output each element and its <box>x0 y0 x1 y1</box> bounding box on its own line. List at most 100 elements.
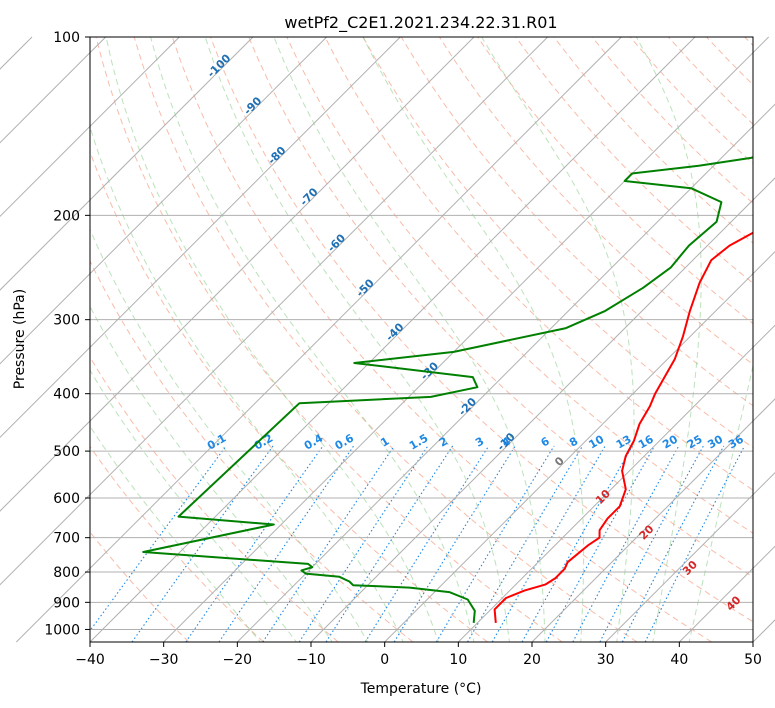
mixing-ratio-label: 8 <box>567 435 580 450</box>
mixing-ratio-line <box>325 445 454 642</box>
x-tick-label: −10 <box>296 652 326 668</box>
dry-adiabat-line <box>591 37 753 204</box>
dry-adiabat-line <box>515 37 753 284</box>
series-layer <box>142 156 753 623</box>
mixing-ratio-label: 3 <box>473 435 486 450</box>
isotherm-label: -50 <box>354 276 377 299</box>
y-tick-label: 500 <box>53 444 80 460</box>
dry-adiabat-line <box>90 259 414 642</box>
x-tick-label: 20 <box>523 652 541 668</box>
isotherm-line <box>0 36 549 586</box>
mixing-ratio-label: 1.5 <box>407 432 430 453</box>
background-labels: -100-90-80-70-60-50-40-30-20-100.1 0.2 0.4… <box>205 51 746 613</box>
mixing-ratio-line <box>467 445 584 642</box>
mixing-ratio-line <box>298 445 429 642</box>
moist-adiabat-line <box>688 363 753 642</box>
mixing-ratio-label: 6 <box>539 434 552 449</box>
y-tick-label: 300 <box>53 313 80 329</box>
x-tick-label: −20 <box>223 652 253 668</box>
isotherm-line <box>236 103 775 643</box>
moist-adiabat-line <box>90 228 369 642</box>
isotherm-line <box>384 250 775 643</box>
isotherm-line <box>310 177 775 643</box>
mixing-ratio-line <box>545 445 656 642</box>
x-tick-label: 30 <box>597 652 615 668</box>
y-tick-label: 700 <box>53 531 80 547</box>
y-axis: 100 200 300 400 500 600 700 800 900 1000 <box>44 30 90 638</box>
dry-adiabat-line <box>90 531 190 642</box>
dry-adiabat-line <box>286 37 753 534</box>
dry-adiabat-line <box>90 356 339 642</box>
y-tick-label: 900 <box>53 595 80 611</box>
x-tick-label: 50 <box>744 652 762 668</box>
y-tick-label: 600 <box>53 491 80 507</box>
mixing-ratio-line <box>621 445 725 642</box>
isotherm-line <box>0 36 475 512</box>
y-tick-label: 800 <box>53 565 80 581</box>
mixing-ratio-label: 10 <box>587 432 607 451</box>
isotherm-line <box>0 36 107 144</box>
moist-adiabat-label: 30 <box>680 558 700 578</box>
isotherm-label: -100 <box>205 51 234 80</box>
dry-adiabat-line <box>90 150 488 642</box>
x-axis: −40 −30 −20 −10 0 10 20 30 40 50 <box>75 642 762 668</box>
moist-adiabat-label: 20 <box>637 522 657 542</box>
isotherm-line <box>0 36 328 365</box>
mixing-ratio-line <box>644 445 746 642</box>
x-tick-label: 0 <box>380 652 389 668</box>
x-axis-label: Temperature (°C) <box>360 681 482 697</box>
mixing-ratio-label: 20 <box>660 432 680 451</box>
isotherm-label: -80 <box>265 144 288 167</box>
isotherm-line <box>0 36 401 439</box>
y-tick-label: 100 <box>53 30 80 46</box>
x-tick-label: −40 <box>75 652 105 668</box>
temperature-profile-line <box>493 231 753 623</box>
x-tick-label: 40 <box>670 652 688 668</box>
mixing-ratio-label: 0.6 <box>333 431 357 452</box>
dry-adiabat-line <box>668 37 753 125</box>
isotherm-label: -70 <box>297 185 320 208</box>
mixing-ratio-line <box>393 445 516 642</box>
mixing-ratio-line <box>364 445 490 642</box>
dry-adiabat-line <box>171 37 712 642</box>
mixing-ratio-line <box>185 445 324 642</box>
isotherm-label: -90 <box>241 94 264 117</box>
mixing-ratio-line <box>262 445 395 642</box>
mixing-ratio-line <box>599 445 704 642</box>
mixing-ratio-label: 0.4 <box>302 431 326 452</box>
background-lines <box>90 37 753 642</box>
dewpoint-profile-line <box>142 156 753 623</box>
dry-adiabat-line <box>706 37 753 86</box>
isotherm-line <box>531 398 775 643</box>
isotherm-label: -60 <box>325 231 348 254</box>
dry-adiabat-line <box>133 37 638 642</box>
mixing-ratio-label: 2 <box>437 435 450 450</box>
plot-frame <box>89 36 754 643</box>
dry-adiabat-line <box>553 37 753 244</box>
isotherm-line <box>752 619 775 643</box>
mixing-ratio-label: 1 <box>378 435 391 450</box>
isotherm-line <box>0 36 254 291</box>
mixing-ratio-line <box>521 445 633 642</box>
chart-title: wetPf2_C2E1.2021.234.22.31.R01 <box>284 13 557 33</box>
mixing-ratio-line <box>218 445 355 642</box>
mixing-ratio-label: 30 <box>705 432 725 451</box>
isotherm-line <box>15 36 622 643</box>
moist-adiabat-line <box>90 125 404 642</box>
dry-adiabat-line <box>210 37 753 623</box>
moist-adiabat-line <box>150 37 475 642</box>
mixing-ratio-line <box>90 445 227 632</box>
isotherm-line <box>457 324 775 643</box>
isotherm-line <box>0 36 180 218</box>
y-tick-label: 400 <box>53 387 80 403</box>
dry-adiabat-line <box>90 445 264 642</box>
y-tick-label: 1000 <box>44 622 80 638</box>
isotherm-line <box>163 36 770 643</box>
moist-adiabat-label: 40 <box>724 593 744 613</box>
mixing-ratio-line <box>435 445 555 642</box>
dry-adiabat-line <box>248 37 753 578</box>
dry-adiabat-line <box>324 37 753 491</box>
y-tick-label: 200 <box>53 208 80 224</box>
x-tick-label: −30 <box>149 652 179 668</box>
